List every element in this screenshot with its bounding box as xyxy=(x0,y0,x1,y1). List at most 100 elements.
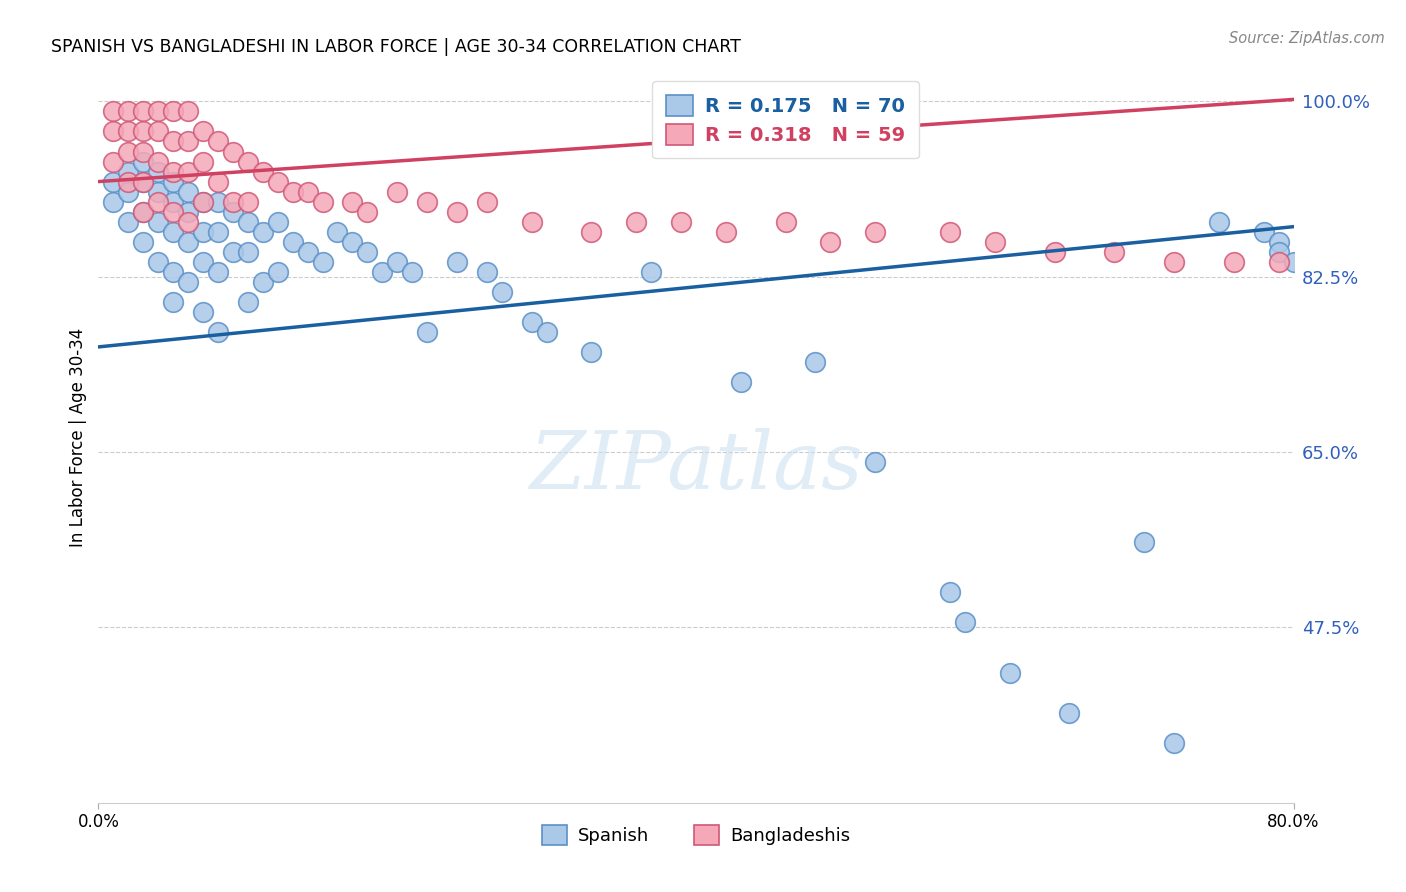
Point xyxy=(207,325,229,339)
Point xyxy=(416,194,439,209)
Point xyxy=(311,254,333,268)
Point xyxy=(148,164,170,178)
Point xyxy=(1267,254,1289,268)
Point xyxy=(581,345,603,359)
Point xyxy=(297,244,319,259)
Point xyxy=(1059,706,1081,720)
Point xyxy=(162,104,184,119)
Point xyxy=(939,585,962,599)
Point xyxy=(953,615,976,630)
Point xyxy=(281,235,304,249)
Point xyxy=(207,225,229,239)
Point xyxy=(626,214,648,228)
Point xyxy=(191,305,214,319)
Point xyxy=(103,124,125,138)
Point xyxy=(132,175,155,189)
Point xyxy=(103,154,125,169)
Point xyxy=(177,214,200,228)
Point xyxy=(998,665,1021,680)
Y-axis label: In Labor Force | Age 30-34: In Labor Force | Age 30-34 xyxy=(69,327,87,547)
Point xyxy=(1267,244,1289,259)
Point xyxy=(356,204,378,219)
Point xyxy=(236,294,259,309)
Point xyxy=(865,225,887,239)
Point xyxy=(162,225,184,239)
Point xyxy=(281,185,304,199)
Point xyxy=(1133,535,1156,549)
Point xyxy=(1163,736,1185,750)
Point xyxy=(326,225,349,239)
Point xyxy=(236,194,259,209)
Point xyxy=(984,235,1007,249)
Point xyxy=(177,104,200,119)
Point xyxy=(191,194,214,209)
Point xyxy=(669,214,692,228)
Point xyxy=(222,145,245,159)
Point xyxy=(191,124,214,138)
Point xyxy=(520,315,543,329)
Point xyxy=(148,154,170,169)
Point xyxy=(191,194,214,209)
Point xyxy=(491,285,513,299)
Point xyxy=(207,194,229,209)
Point xyxy=(1104,244,1126,259)
Point xyxy=(207,175,229,189)
Point xyxy=(132,154,155,169)
Point xyxy=(371,265,394,279)
Point xyxy=(475,265,498,279)
Point xyxy=(132,235,155,249)
Point xyxy=(939,225,962,239)
Point xyxy=(132,104,155,119)
Point xyxy=(148,124,170,138)
Point xyxy=(446,254,468,268)
Point xyxy=(117,145,139,159)
Point xyxy=(236,244,259,259)
Point xyxy=(162,164,184,178)
Point xyxy=(1223,254,1246,268)
Point xyxy=(148,214,170,228)
Point xyxy=(177,204,200,219)
Point xyxy=(714,225,737,239)
Point xyxy=(416,325,439,339)
Point xyxy=(252,164,274,178)
Point xyxy=(177,164,200,178)
Point xyxy=(191,154,214,169)
Point xyxy=(1043,244,1066,259)
Point xyxy=(103,194,125,209)
Point xyxy=(103,104,125,119)
Point xyxy=(236,214,259,228)
Point xyxy=(191,254,214,268)
Point xyxy=(162,204,184,219)
Point xyxy=(132,175,155,189)
Point xyxy=(117,164,139,178)
Point xyxy=(520,214,543,228)
Point xyxy=(385,254,409,268)
Point xyxy=(207,135,229,149)
Point xyxy=(162,194,184,209)
Text: ZIPatlas: ZIPatlas xyxy=(529,427,863,505)
Point xyxy=(865,455,887,469)
Point xyxy=(103,175,125,189)
Point xyxy=(775,214,797,228)
Point xyxy=(1208,214,1230,228)
Point xyxy=(117,104,139,119)
Point xyxy=(117,185,139,199)
Point xyxy=(804,355,827,369)
Point xyxy=(117,175,139,189)
Point xyxy=(342,235,364,249)
Point xyxy=(117,124,139,138)
Point xyxy=(236,154,259,169)
Point xyxy=(730,375,752,389)
Point xyxy=(132,145,155,159)
Point xyxy=(311,194,333,209)
Point xyxy=(342,194,364,209)
Point xyxy=(267,265,290,279)
Point xyxy=(222,244,245,259)
Point xyxy=(1163,254,1185,268)
Point xyxy=(132,204,155,219)
Point xyxy=(162,294,184,309)
Point xyxy=(267,214,290,228)
Point xyxy=(1253,225,1275,239)
Legend: Spanish, Bangladeshis: Spanish, Bangladeshis xyxy=(534,818,858,852)
Point xyxy=(222,194,245,209)
